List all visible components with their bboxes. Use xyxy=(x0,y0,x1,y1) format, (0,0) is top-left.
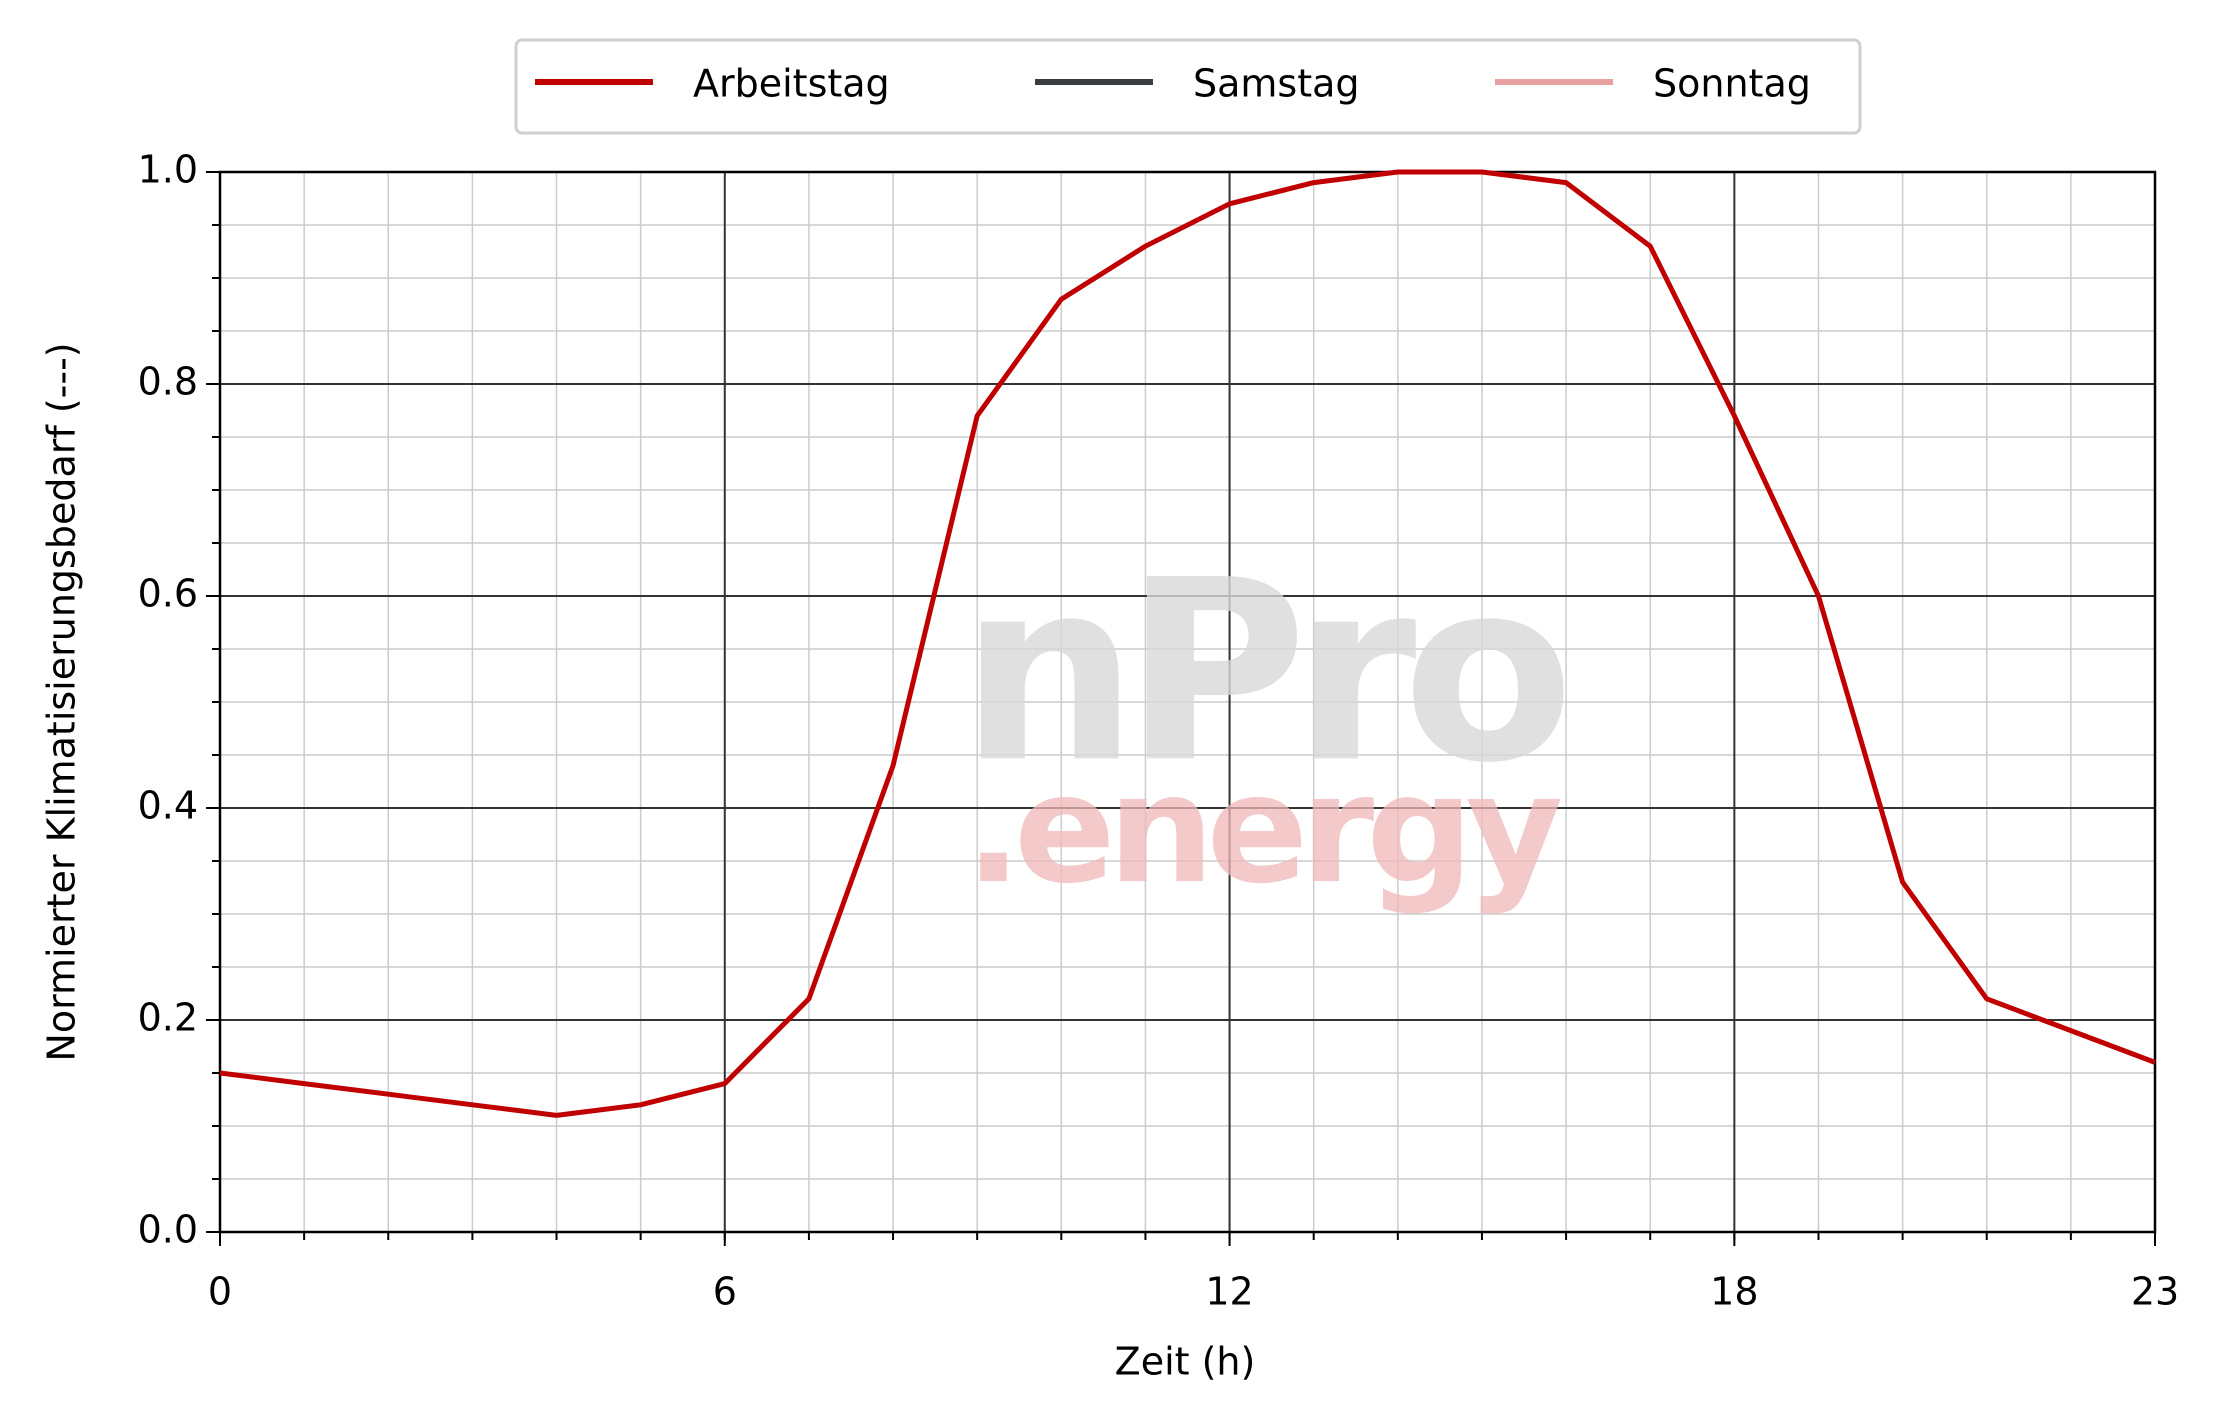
watermark-sub: .energy xyxy=(965,743,1562,917)
x-tick-label: 6 xyxy=(713,1270,737,1314)
y-tick-label: 0.4 xyxy=(138,784,198,828)
legend-box xyxy=(514,38,1862,135)
watermark: nPro .energy xyxy=(960,526,1578,917)
plot-frame xyxy=(218,170,2157,1234)
y-axis-label: Normierter Klimatisierungsbedarf (---) xyxy=(40,342,84,1061)
x-axis-label: Zeit (h) xyxy=(1115,1340,1256,1384)
line xyxy=(219,169,2156,1118)
x-tick-label: 23 xyxy=(2131,1270,2179,1314)
y-tick-label: 0.6 xyxy=(138,572,198,616)
x-tick-label: 0 xyxy=(208,1270,232,1314)
legend-label: Arbeitstag xyxy=(693,62,890,106)
legend-label: Sonntag xyxy=(1653,62,1811,106)
y-tick-label: 0.0 xyxy=(138,1208,198,1252)
x-tick-label: 18 xyxy=(1710,1270,1758,1314)
legend-label: Samstag xyxy=(1193,62,1360,106)
x-tick-label: 12 xyxy=(1205,1270,1253,1314)
series xyxy=(219,169,2156,1118)
y-tick-label: 1.0 xyxy=(138,148,198,192)
y-tick-label: 0.8 xyxy=(138,360,198,404)
y-tick-label: 0.2 xyxy=(138,996,198,1040)
watermark-main: nPro xyxy=(960,526,1564,817)
